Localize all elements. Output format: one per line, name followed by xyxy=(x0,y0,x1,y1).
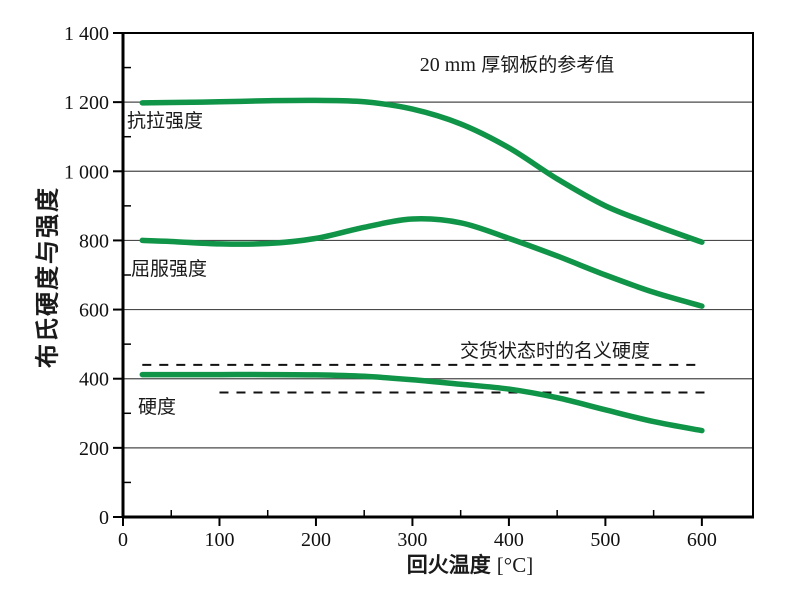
label-tensile-strength: 抗拉强度 xyxy=(127,111,204,132)
y-tick-label: 1 000 xyxy=(64,161,109,183)
x-tick-label: 600 xyxy=(687,529,717,551)
y-tick-label: 800 xyxy=(79,230,109,252)
y-tick-label: 200 xyxy=(79,438,109,460)
label-hardness: 硬度 xyxy=(138,397,177,418)
curve-tensile-strength xyxy=(139,97,705,245)
annotation-number: 20 mm xyxy=(419,54,476,76)
chart-annotation: 20 mm 厚钢板的参考值 xyxy=(420,55,614,76)
y-tick-label: 600 xyxy=(79,300,109,322)
x-tick-label: 100 xyxy=(204,529,234,551)
plot-frame xyxy=(122,32,754,518)
x-tick-label: 500 xyxy=(590,529,620,551)
x-tick-label: 0 xyxy=(118,529,128,551)
x-axis-title-text: 回火温度 xyxy=(406,554,491,577)
label-yield-strength: 屈服强度 xyxy=(131,259,208,280)
x-tick-label: 200 xyxy=(301,529,331,551)
x-axis-unit: [°C] xyxy=(496,553,534,577)
y-tick-label: 400 xyxy=(79,369,109,391)
curve-yield-strength xyxy=(139,216,705,309)
x-tick-label: 400 xyxy=(494,529,524,551)
curve-hardness xyxy=(139,371,705,434)
y-tick-label: 0 xyxy=(99,507,109,529)
x-tick-label: 300 xyxy=(397,529,427,551)
y-tick-label: 1 200 xyxy=(64,92,109,114)
y-tick-label: 1 400 xyxy=(64,23,109,45)
y-axis-title: 布氏硬度与强度 xyxy=(34,186,62,368)
label-nominal-hardness: 交货状态时的名义硬度 xyxy=(460,341,651,362)
annotation-text: 厚钢板的参考值 xyxy=(481,55,615,76)
x-axis-title: 回火温度 [°C] xyxy=(407,549,533,579)
